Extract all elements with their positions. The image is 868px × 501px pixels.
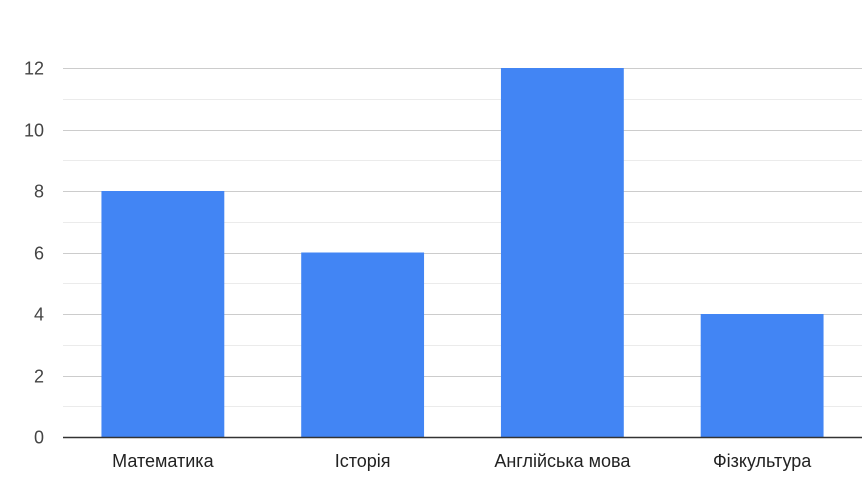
- x-category-label: Англійська мова: [494, 451, 631, 471]
- y-tick-label: 0: [34, 428, 44, 448]
- y-tick-label: 8: [34, 182, 44, 202]
- labels: 0 2 4 6 8 10 12 Математика Історія Англійська мов…: [24, 59, 812, 472]
- bar-3: [700, 314, 824, 437]
- y-tick-label: 2: [34, 367, 44, 387]
- y-tick-label: 10: [24, 121, 44, 141]
- y-tick-label: 6: [34, 244, 44, 264]
- x-category-label: Історія: [335, 451, 391, 471]
- bars: [101, 68, 824, 437]
- y-tick-label: 4: [34, 305, 44, 325]
- bar-2: [500, 68, 624, 437]
- x-category-label: Математика: [112, 451, 214, 471]
- bar-0: [101, 191, 225, 437]
- x-category-label: Фізкультура: [713, 451, 812, 471]
- y-tick-label: 12: [24, 59, 44, 79]
- bar-1: [301, 252, 425, 437]
